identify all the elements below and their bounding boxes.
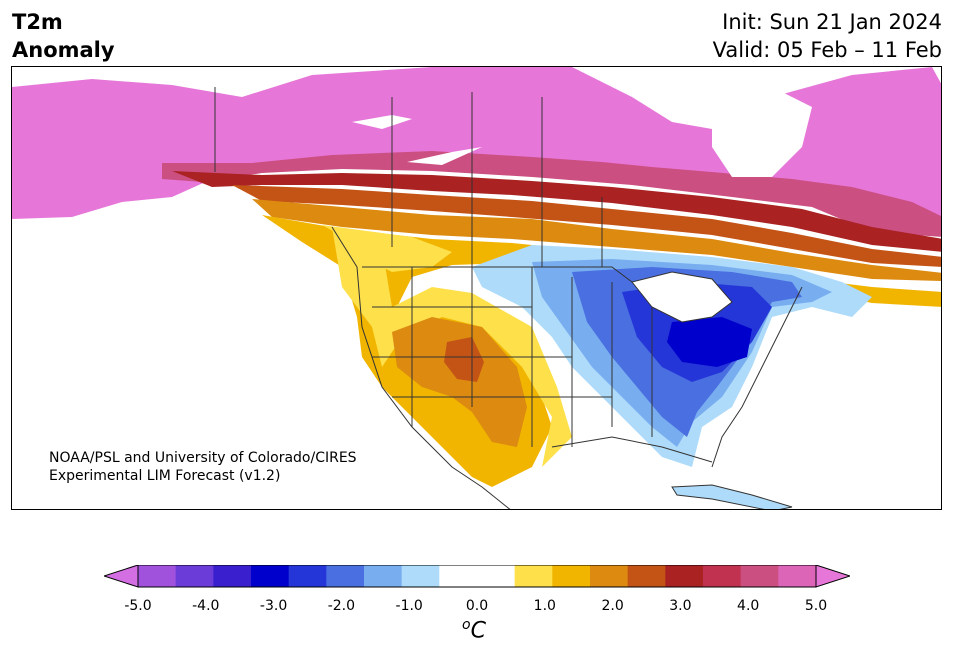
colorbar-tick-label: 1.0: [533, 598, 556, 614]
yellow-west-coast: [332, 227, 572, 467]
lake-north-2: [407, 147, 482, 165]
band-25: [232, 185, 941, 267]
ice-region: [712, 87, 812, 177]
band-3: [172, 171, 941, 252]
colorbar-cell: [439, 565, 478, 587]
deep-blue-core: [667, 317, 752, 367]
colorbar-tick-label: -1.0: [395, 598, 423, 614]
title-line-anomaly: Anomaly: [12, 38, 115, 62]
colorbar-tick-label: 2.0: [601, 598, 624, 614]
cuba: [671, 484, 793, 509]
unit-letter: C: [470, 618, 486, 644]
colorbar: [104, 565, 850, 588]
colorbar-cell: [477, 565, 516, 587]
colorbar-cell: [364, 565, 403, 587]
mexico-coast: [481, 486, 511, 509]
credit-line-2: Experimental LIM Forecast (v1.2): [49, 468, 281, 484]
colorbar-cell: [288, 565, 327, 587]
colorbar-tick-label: 3.0: [669, 598, 692, 614]
unit-degree: o: [462, 617, 471, 633]
credit-line-1: NOAA/PSL and University of Colorado/CIRE…: [49, 450, 357, 466]
colorbar-cell: [251, 565, 290, 587]
valid-range: Valid: 05 Feb – 11 Feb: [712, 38, 942, 62]
dark-orange-core: [444, 337, 484, 382]
orange-southwest: [392, 317, 527, 447]
great-lakes: [631, 271, 733, 323]
colorbar-cell: [703, 565, 742, 587]
map-canvas: [12, 67, 941, 509]
province-lines: [391, 92, 603, 267]
colorbar-outline: [137, 565, 817, 588]
lake-north-1: [352, 115, 412, 129]
colorbar-tick-label: -4.0: [192, 598, 220, 614]
title-line-variable: T2m: [12, 10, 63, 34]
colorbar-tick-label: 4.0: [737, 598, 760, 614]
colorbar-tick-label: 5.0: [804, 598, 828, 614]
colorbar-cell: [590, 565, 629, 587]
colorbar-tick-label: 0.0: [465, 598, 489, 614]
colorbar-cell: [138, 565, 177, 587]
colorbar-cell: [740, 565, 779, 587]
colorbar-tick-label: -3.0: [259, 598, 288, 614]
map-title: T2m Anomaly: [12, 8, 115, 64]
unit-label: oC: [462, 617, 486, 643]
band-2: [252, 199, 941, 281]
colorbar-cell: [552, 565, 591, 587]
gulf-coast: [551, 436, 713, 463]
forecast-dates: Init: Sun 21 Jan 2024 Valid: 05 Feb – 11…: [713, 8, 942, 64]
colorbar-cell: [175, 565, 214, 587]
colorbar-cell: [665, 565, 704, 587]
west-coast: [331, 226, 483, 488]
colorbar-tick-label: -5.0: [124, 598, 152, 614]
credit-text: NOAA/PSL and University of Colorado/CIRE…: [49, 449, 357, 485]
colorbar-extend-low: [104, 565, 139, 588]
colorbar-cell: [778, 565, 817, 587]
us-canada-border: [362, 266, 633, 283]
colorbar-cell: [514, 565, 553, 587]
colorbar-cell: [401, 565, 440, 587]
neutral-mexico: [492, 457, 632, 509]
east-coast: [711, 286, 803, 468]
colorbar-extend-high: [815, 565, 850, 588]
colorbar-cell: [326, 565, 365, 587]
anomaly-map: [11, 66, 942, 510]
init-date: Init: Sun 21 Jan 2024: [722, 10, 942, 34]
colorbar-tick-label: -2.0: [327, 598, 356, 614]
borders: [214, 87, 803, 509]
colorbar-cell: [213, 565, 252, 587]
region-north-pink: [12, 67, 941, 227]
colorbar-cell: [627, 565, 666, 587]
state-lines: [372, 267, 653, 447]
